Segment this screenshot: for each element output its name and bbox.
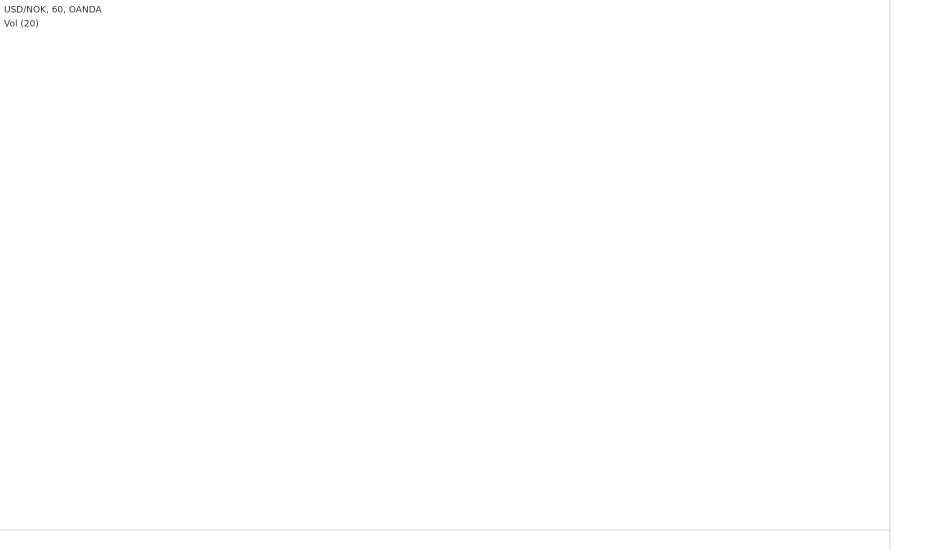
indicator-label: Vol (20) — [4, 20, 39, 30]
symbol-title: USD/NOK, 60, OANDA — [4, 6, 102, 16]
